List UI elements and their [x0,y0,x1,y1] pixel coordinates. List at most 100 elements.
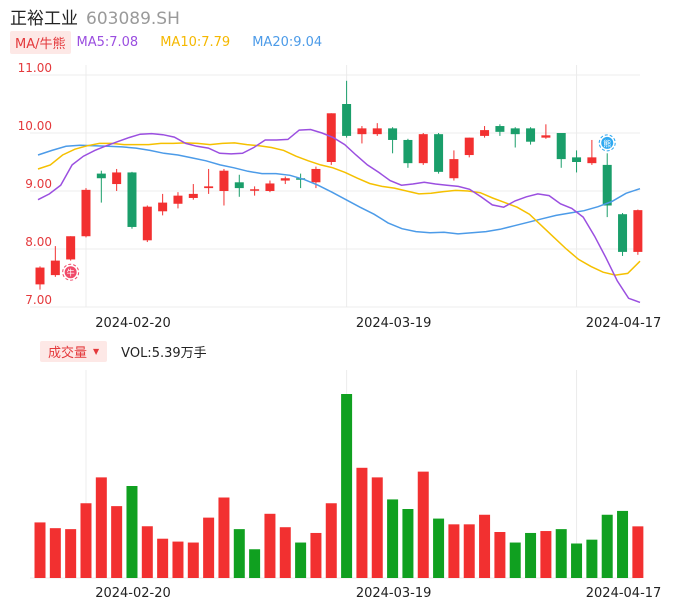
date-tick-label: 2024-04-17 [586,316,662,331]
candle-body [587,157,597,164]
stock-code: 603089.SH [86,9,180,29]
volume-bar [371,477,383,578]
volume-bar [233,529,245,578]
volume-bar [126,486,138,578]
candle-body [158,202,168,212]
candle-body [418,134,428,164]
volume-bar [157,538,169,578]
candle-body [372,128,382,135]
volume-bar [65,529,77,578]
volume-date-tick-label: 2024-04-17 [586,586,662,601]
candle-body [602,164,612,206]
candle-body [434,134,444,172]
ma10-line [37,142,641,276]
volume-bar [218,497,230,578]
ma20-legend: MA20:9.04 [252,34,323,50]
volume-header: 成交量 ▼ VOL:5.39万手 [40,340,207,362]
volume-bar [295,542,307,578]
bear-marker-icon-label: 熊 [603,138,611,148]
ma-legend: MA/牛熊 MA5:7.08 MA10:7.79 MA20:9.04 [10,30,344,54]
candle-body [96,173,106,179]
date-tick-label: 2024-03-19 [356,316,432,331]
price-tick-label: 9.00 [25,177,52,191]
candle-body [66,236,76,260]
price-tick-label: 7.00 [25,293,52,307]
volume-value-label: VOL:5.39万手 [121,345,207,361]
candle-body [357,128,367,135]
candle-body [127,172,137,227]
candle-body [326,113,336,162]
candle-body [112,172,122,185]
volume-bar [264,513,276,578]
candle-body [265,183,275,191]
candle-body [342,104,352,136]
volume-bar [632,526,644,578]
volume-bar [463,524,475,578]
volume-bar [417,471,429,578]
candle-body [495,126,505,132]
price-tick-label: 10.00 [18,119,52,133]
bear-marker-icon-ring [598,134,616,152]
date-tick-label: 2024-02-20 [95,316,171,331]
candle-body [556,133,566,160]
candle-body [449,159,459,179]
candle-body [142,206,152,241]
candle-body [526,128,536,142]
candle-body [250,189,260,191]
volume-bar [617,510,629,578]
bull-marker-icon: 牛 [62,263,80,281]
bear-marker-icon: 熊 [598,134,616,152]
volume-date-tick-label: 2024-02-20 [95,586,171,601]
volume-bar [34,522,46,578]
volume-bar [525,532,537,578]
candle-body [541,135,551,138]
volume-bar [586,539,598,578]
volume-bar [555,529,567,578]
volume-bar [402,509,414,578]
candle-body [480,130,490,136]
candle-body [572,157,582,162]
candle-body [388,128,398,140]
candle-body [403,139,413,164]
bull-marker-icon-dot [64,266,77,279]
volume-bar [601,514,613,578]
bull-marker-icon-label: 牛 [67,268,75,278]
volume-bar [80,503,92,578]
volume-tag-label: 成交量 [48,345,88,361]
candle-body [280,178,290,181]
volume-bar [540,531,552,578]
volume-bar [494,532,506,578]
volume-bar [509,542,521,578]
candle-body [81,189,91,237]
volume-date-tick-label: 2024-03-19 [356,586,432,601]
volume-bar [356,467,368,578]
volume-bar [111,506,123,578]
bear-marker-icon-dot [601,136,614,149]
ma-bull-bear-tag[interactable]: MA/牛熊 [10,30,71,54]
candle-body [311,168,321,183]
ma20-line [37,144,641,235]
volume-bar [249,549,261,578]
volume-bar [172,541,184,578]
ma5-line [37,128,641,304]
volume-bar [141,526,153,578]
ma10-legend: MA10:7.79 [160,34,231,50]
candle-body [234,182,244,189]
candle-body [50,260,60,276]
volume-bar [479,514,491,578]
stock-name: 正裕工业 [10,9,78,29]
volume-tag[interactable]: 成交量 ▼ [40,340,108,362]
title-row: 正裕工业 603089.SH [10,4,180,29]
volume-bar [187,542,199,578]
candle-body [188,193,198,198]
volume-bar [571,543,583,578]
volume-bar [448,524,460,578]
volume-bar [95,477,107,578]
candle-body [633,210,643,252]
price-tick-label: 11.00 [18,61,52,75]
volume-bar [279,527,291,578]
candle-body [173,195,183,204]
candle-body [618,214,628,252]
candle-body [464,137,474,156]
